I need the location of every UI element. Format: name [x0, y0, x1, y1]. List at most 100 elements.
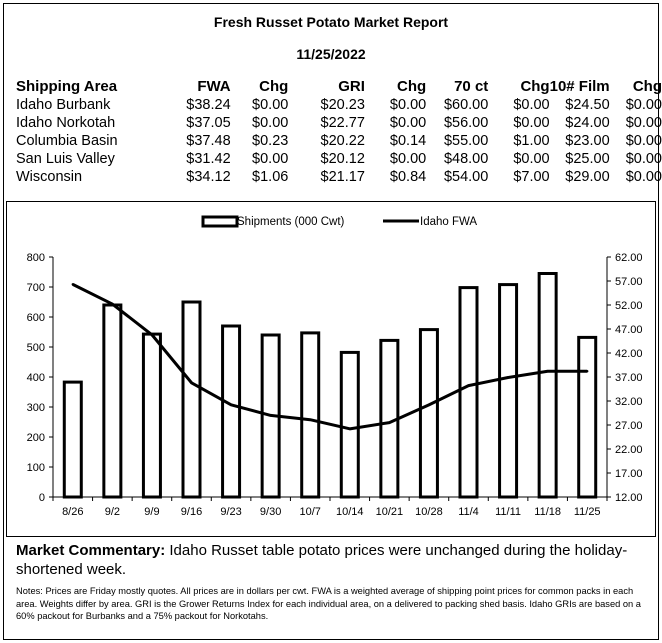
- table-row: Wisconsin $34.12 $1.06 $21.17 $0.84 $54.00 $7.…: [16, 168, 662, 186]
- shipment-bar: [537, 272, 558, 499]
- price-cell: $0.00: [252, 151, 289, 167]
- idaho-fwa-point: [586, 370, 589, 373]
- price-cell: $38.24: [186, 97, 231, 113]
- idaho-fwa-point: [111, 302, 114, 306]
- report-frame: [3, 3, 659, 640]
- price-cell: $0.14: [389, 133, 427, 149]
- price-cell: $25.00: [565, 151, 610, 167]
- shipment-bar: [102, 303, 123, 499]
- price-cell: $29.00: [565, 169, 610, 185]
- legend-swatch-shipments: [201, 215, 239, 228]
- price-cell: $0.00: [625, 151, 662, 167]
- column-header: Chg: [520, 78, 550, 95]
- x-tick-label: 9/23: [220, 506, 241, 518]
- x-tick-label: 10/28: [415, 506, 443, 518]
- x-tick-label: 11/18: [534, 506, 561, 518]
- x-tick-label: 10/14: [336, 506, 364, 518]
- idaho-fwa-point: [269, 414, 272, 417]
- idaho-fwa-line: [72, 283, 588, 431]
- right-tick-label: 62.00: [615, 252, 643, 264]
- table-row: Columbia Basin $37.48 $0.23 $20.22 $0.14 $55.…: [16, 132, 662, 150]
- price-cell: $55.00: [443, 133, 489, 149]
- price-cell: $0.00: [625, 133, 662, 149]
- report-notes: Notes: Prices are Friday mostly quotes. …: [16, 586, 641, 621]
- idaho-fwa-point: [427, 403, 431, 407]
- commentary-label: Market Commentary:: [16, 542, 166, 559]
- left-tick-label: 700: [27, 282, 45, 294]
- idaho-fwa-point: [388, 421, 391, 424]
- price-cell: $0.00: [389, 115, 427, 131]
- shipping-area-cell: Wisconsin: [16, 169, 83, 185]
- right-tick-label: 17.00: [615, 468, 643, 480]
- legend-label-idaho-fwa: Idaho FWA: [420, 216, 477, 228]
- price-cell: $23.00: [565, 133, 610, 149]
- price-cell: $0.84: [389, 169, 427, 185]
- idaho-fwa-point: [506, 376, 510, 379]
- price-cell: $1.06: [252, 169, 289, 185]
- price-table-header: Shipping Area FWA Chg GRI Chg 70 ct Chg 10# Fil…: [16, 78, 662, 96]
- price-cell: $31.42: [186, 151, 231, 167]
- shipment-bar: [141, 332, 162, 499]
- shipment-bar: [498, 283, 519, 499]
- x-tick-label: 10/21: [376, 506, 404, 518]
- column-header: Chg: [632, 78, 662, 95]
- left-tick-label: 800: [27, 252, 45, 264]
- column-header: FWA: [197, 78, 231, 95]
- price-cell: $0.00: [625, 169, 662, 185]
- price-cell: $0.00: [252, 97, 289, 113]
- column-header: Chg: [397, 78, 427, 95]
- price-table-body: Idaho Burbank $38.24 $0.00 $20.23 $0.00 $60.0…: [16, 96, 662, 186]
- price-cell: $0.00: [252, 115, 289, 131]
- table-row: Idaho Norkotah $37.05 $0.00 $22.77 $0.00 $56.…: [16, 114, 662, 132]
- legend-label-shipments: Shipments (000 Cwt): [237, 216, 345, 228]
- right-tick-label: 47.00: [615, 324, 643, 336]
- table-row: Idaho Burbank $38.24 $0.00 $20.23 $0.00 $60.0…: [16, 96, 662, 114]
- right-tick-label: 42.00: [615, 348, 643, 360]
- chart-plot-area: 0 100 200 300 400 500 600 700 800 12.00 17.00 22.00…: [27, 252, 643, 518]
- right-tick-label: 32.00: [615, 396, 643, 408]
- shipping-area-cell: Columbia Basin: [16, 133, 118, 149]
- shipping-area-cell: Idaho Burbank: [16, 97, 111, 113]
- idaho-fwa-point: [71, 283, 74, 286]
- right-tick-label: 37.00: [615, 372, 643, 384]
- right-tick-label: 12.00: [615, 492, 643, 504]
- right-tick-label: 57.00: [615, 276, 643, 288]
- shipment-bar: [221, 324, 242, 499]
- shipment-bar: [418, 328, 439, 499]
- idaho-fwa-point: [309, 418, 312, 421]
- x-tick-label: 9/16: [181, 506, 202, 518]
- x-tick-label: 9/2: [105, 506, 120, 518]
- column-header: 70 ct: [454, 78, 489, 95]
- x-tick-label: 11/25: [574, 506, 601, 518]
- x-tick-label: 9/30: [260, 506, 281, 518]
- shipment-bar: [339, 350, 360, 499]
- price-cell: $0.00: [625, 97, 662, 113]
- idaho-fwa-point: [348, 427, 351, 431]
- price-cell: $37.48: [186, 133, 231, 149]
- price-cell: $7.00: [513, 169, 550, 185]
- price-cell: $48.00: [443, 151, 489, 167]
- shipment-bar: [458, 286, 479, 499]
- left-tick-label: 400: [27, 372, 45, 384]
- column-header: Chg: [259, 78, 289, 95]
- right-tick-label: 52.00: [615, 300, 643, 312]
- price-cell: $24.00: [565, 115, 610, 131]
- report-date: 11/25/2022: [296, 46, 366, 62]
- price-cell: $22.77: [320, 115, 365, 131]
- shipment-bar: [181, 300, 202, 499]
- price-cell: $37.05: [186, 115, 231, 131]
- price-cell: $0.00: [389, 97, 427, 113]
- left-tick-label: 200: [27, 432, 45, 444]
- idaho-fwa-point: [229, 403, 233, 407]
- x-tick-label: 11/4: [458, 506, 479, 518]
- price-cell: $20.12: [320, 151, 365, 167]
- x-tick-label: 11/11: [495, 506, 521, 518]
- price-cell: $0.00: [513, 115, 550, 131]
- idaho-fwa-point: [546, 370, 549, 373]
- x-tick-label: 9/9: [144, 506, 159, 518]
- report-title: Fresh Russet Potato Market Report: [213, 14, 449, 30]
- column-header: Shipping Area: [16, 78, 118, 95]
- column-header: GRI: [338, 78, 365, 95]
- shipment-bar: [62, 380, 83, 499]
- price-cell: $20.23: [320, 97, 365, 113]
